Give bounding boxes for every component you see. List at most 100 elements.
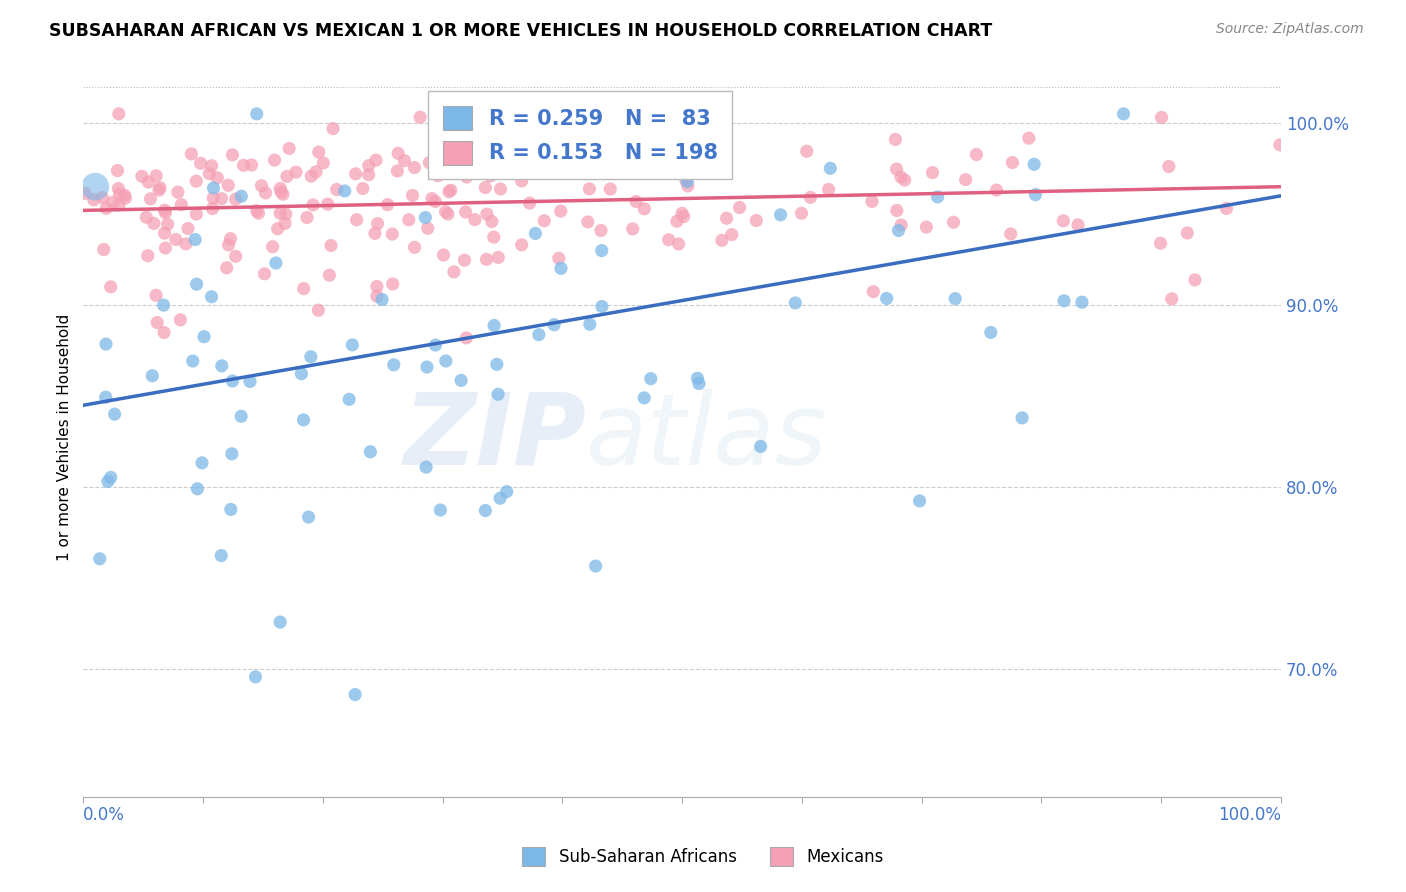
Point (547, 252, 569, 266)
Point (225, 192, 247, 206)
Legend: R = 0.259   N =  83, R = 0.153   N = 198: R = 0.259 N = 83, R = 0.153 N = 198 (429, 92, 733, 179)
Point (1184, 273, 1206, 287)
Point (491, 107, 513, 121)
Point (146, 316, 169, 330)
Point (245, 670, 267, 684)
Point (676, 175, 699, 189)
Point (443, 265, 465, 279)
Point (193, 329, 215, 343)
Point (533, 214, 555, 228)
Point (585, 559, 607, 574)
Point (550, 204, 572, 219)
Point (415, 211, 437, 225)
Point (165, 232, 187, 246)
Point (890, 218, 912, 232)
Point (624, 194, 647, 209)
Point (274, 207, 297, 221)
Point (398, 212, 420, 227)
Point (425, 338, 447, 352)
Point (218, 238, 240, 252)
Point (1018, 131, 1040, 145)
Point (211, 359, 233, 373)
Point (437, 185, 460, 199)
Text: atlas: atlas (586, 389, 828, 485)
Point (191, 456, 214, 470)
Point (519, 196, 541, 211)
Point (1067, 218, 1090, 232)
Point (876, 292, 898, 306)
Point (305, 165, 328, 179)
Point (533, 164, 555, 178)
Point (145, 169, 167, 183)
Point (1157, 160, 1180, 174)
Point (387, 146, 409, 161)
Point (1024, 187, 1046, 202)
Point (221, 447, 243, 461)
Point (152, 298, 174, 312)
Point (728, 201, 751, 215)
Point (453, 253, 475, 268)
Point (921, 165, 943, 179)
Point (662, 136, 685, 150)
Point (211, 192, 233, 206)
Point (297, 510, 319, 524)
Point (927, 190, 949, 204)
Point (942, 215, 965, 229)
Point (454, 205, 477, 219)
Point (671, 206, 693, 220)
Point (174, 236, 197, 251)
Point (295, 211, 318, 225)
Point (308, 145, 330, 160)
Point (510, 237, 533, 252)
Point (485, 357, 508, 371)
Point (319, 238, 342, 252)
Legend: Sub-Saharan Africans, Mexicans: Sub-Saharan Africans, Mexicans (513, 838, 893, 875)
Point (202, 181, 225, 195)
Point (312, 156, 335, 170)
Point (344, 167, 367, 181)
Point (404, 161, 426, 175)
Point (544, 164, 567, 178)
Point (333, 184, 356, 198)
Point (346, 212, 368, 227)
Point (986, 183, 1008, 197)
Point (278, 141, 301, 155)
Point (262, 240, 284, 254)
Point (591, 138, 613, 153)
Point (97, 475, 120, 489)
Point (83, 193, 105, 207)
Point (799, 190, 821, 204)
Point (302, 198, 325, 212)
Point (264, 256, 287, 270)
Point (138, 175, 160, 189)
Point (633, 202, 655, 216)
Point (574, 107, 596, 121)
Point (352, 181, 374, 195)
Point (101, 195, 124, 210)
Point (524, 227, 547, 241)
Point (415, 460, 437, 475)
Point (1011, 410, 1033, 425)
Point (371, 293, 394, 307)
Point (94, 337, 117, 351)
Point (980, 326, 1002, 340)
Point (401, 188, 423, 202)
Point (862, 285, 884, 299)
Point (633, 391, 655, 405)
Point (965, 147, 987, 161)
Point (599, 182, 621, 196)
Point (201, 159, 224, 173)
Point (672, 210, 695, 224)
Point (505, 160, 527, 174)
Point (167, 185, 190, 199)
Point (658, 233, 681, 247)
Point (887, 223, 910, 237)
Point (745, 213, 768, 227)
Point (1024, 157, 1046, 171)
Point (337, 392, 360, 407)
Point (955, 172, 977, 186)
Point (527, 327, 550, 342)
Point (215, 260, 238, 275)
Point (785, 296, 807, 310)
Point (225, 249, 247, 263)
